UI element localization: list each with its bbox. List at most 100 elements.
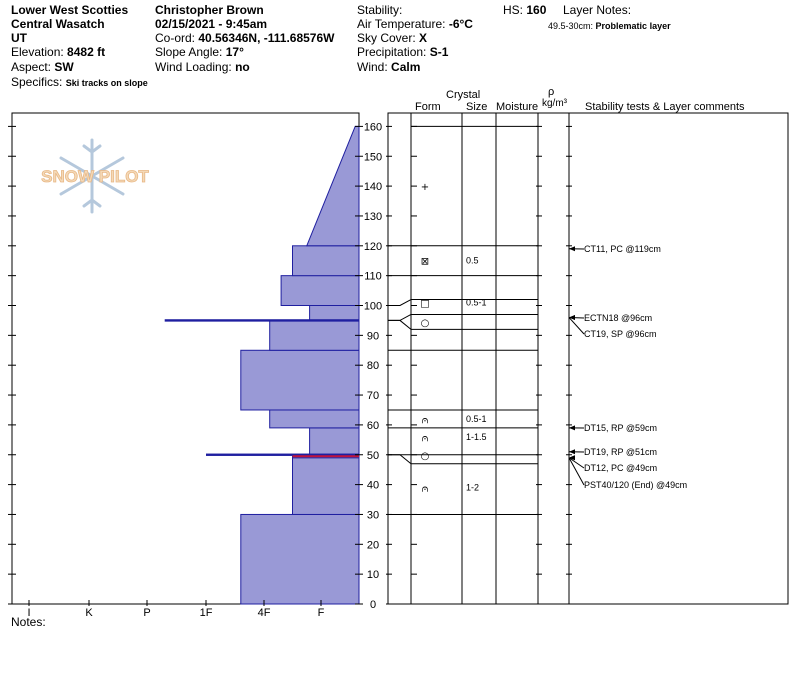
hardness-profile	[164, 125, 360, 605]
arrow-icon	[569, 425, 575, 431]
height-tick-label: 90	[367, 330, 379, 342]
grain-size-label: 0.5-1	[466, 414, 487, 424]
wind-loading: Wind Loading: no	[155, 60, 250, 74]
grain-form-symbol: ⩀	[422, 484, 429, 495]
height-tick-label: 150	[364, 151, 382, 163]
snow-height: HS: 160	[503, 3, 547, 17]
hardness-bar	[280, 275, 360, 306]
aspect: Aspect: SW	[11, 60, 74, 74]
grain-size-label: 0.5	[466, 256, 479, 266]
snowflake-icon	[59, 138, 125, 214]
stability-test-label: DT19, RP @51cm	[584, 447, 657, 457]
hardness-bar	[240, 513, 360, 605]
snowpilot-logo: SNOW PILOT	[41, 138, 150, 214]
layer-notes: 49.5-30cm: Problematic layer	[548, 21, 671, 31]
grain-form-symbol: +	[421, 182, 429, 193]
crystal-header: Crystal	[446, 89, 481, 101]
moisture-header: Moisture	[496, 101, 539, 113]
rho-header: ρ	[548, 86, 555, 98]
test-pointer	[568, 317, 585, 335]
height-tick-label: 120	[364, 241, 382, 253]
stability-test-label: CT11, PC @119cm	[584, 244, 661, 254]
grain-size-label: 1-2	[466, 483, 479, 493]
hardness-bar	[292, 245, 360, 277]
layer-connector	[388, 314, 412, 321]
hardness-tick-label: 4F	[258, 607, 271, 619]
stability-tests: CT11, PC @119cm ECTN18 @96cm CT19, SP @96c…	[568, 244, 687, 490]
hardness-bar	[240, 349, 360, 411]
height-tick-label: 60	[367, 420, 379, 432]
stability-test-label: ECTN18 @96cm	[584, 313, 652, 323]
stability-test-label: CT19, SP @96cm	[584, 329, 657, 339]
density-unit-header: kg/m³	[542, 98, 567, 109]
hardness-bar	[269, 319, 360, 351]
layer-connector	[388, 319, 412, 330]
grain-size-label: 1-1.5	[466, 432, 487, 442]
hardness-tick-label: I	[27, 607, 30, 619]
location-name: Lower West Scotties	[11, 3, 129, 17]
layer-table-frame	[387, 112, 789, 605]
stability-test-label: PST40/120 (End) @49cm	[584, 480, 687, 490]
air-temperature: Air Temperature: -6°C	[357, 17, 473, 31]
grain-form-symbol: ⩀	[422, 433, 429, 444]
height-tick-label: 50	[367, 450, 379, 462]
grain-column: + ⊠ 0.5 □ 0.5-1 ○ ⩀ 0.5-1 ⩀ 1-1.5 ○ ⩀ 1-2	[420, 182, 486, 494]
arrow-icon	[569, 455, 575, 461]
thin-layer-line	[206, 453, 359, 456]
hardness-tick-label: 1F	[200, 607, 213, 619]
observation-datetime: 02/15/2021 - 9:45am	[155, 17, 268, 31]
range-name: Central Wasatch	[11, 17, 105, 31]
test-pointer	[568, 457, 585, 469]
notes-label: Notes:	[11, 615, 46, 629]
logo-text: SNOW PILOT	[41, 167, 149, 186]
test-pointer	[568, 457, 585, 486]
stability: Stability:	[357, 3, 403, 17]
height-tick-label: 30	[367, 509, 379, 521]
grain-form-symbol: ⩀	[422, 415, 429, 426]
grain-size-label: 0.5-1	[466, 298, 487, 308]
sky-cover: Sky Cover: X	[357, 31, 428, 45]
thin-layer-line	[164, 319, 359, 322]
hardness-bar	[269, 409, 360, 429]
height-tick-label: 100	[364, 301, 382, 313]
layer-connector	[388, 299, 412, 306]
grain-form-symbol: ○	[421, 318, 430, 329]
grain-form-symbol: ○	[421, 451, 430, 462]
stability-test-label: DT15, RP @59cm	[584, 423, 657, 433]
coordinates: Co-ord: 40.56346N, -111.68576W	[155, 31, 335, 45]
hardness-bar	[292, 457, 360, 515]
height-tick-label: 130	[364, 211, 382, 223]
layer-connector	[388, 454, 412, 465]
grain-form-symbol: ⊠	[421, 257, 429, 268]
hardness-bar	[309, 427, 360, 456]
hardness-tick-label: P	[143, 607, 150, 619]
hardness-tick-label: F	[318, 607, 325, 619]
height-tick-label: 0	[370, 599, 376, 611]
height-tick-label: 20	[367, 539, 379, 551]
elevation: Elevation: 8482 ft	[11, 45, 106, 59]
stability-test-label: DT12, PC @49cm	[584, 463, 657, 473]
height-tick-label: 140	[364, 181, 382, 193]
layer-notes-label: Layer Notes:	[563, 3, 632, 17]
hardness-axis: I K P 1F 4F F	[27, 600, 325, 619]
stability-header: Stability tests & Layer comments	[585, 101, 745, 113]
layer-table	[388, 113, 570, 604]
height-tick-label: 70	[367, 390, 379, 402]
observer-name: Christopher Brown	[155, 3, 264, 17]
height-tick-label: 80	[367, 360, 379, 372]
precipitation: Precipitation: S-1	[357, 45, 449, 59]
hardness-bar	[306, 125, 360, 247]
arrow-icon	[569, 246, 575, 252]
state-name: UT	[11, 31, 27, 45]
arrow-icon	[569, 449, 575, 455]
specifics: Specifics: Ski tracks on slope	[11, 75, 148, 89]
grain-form-symbol: □	[420, 299, 429, 310]
slope-angle: Slope Angle: 17°	[155, 45, 244, 59]
wind: Wind: Calm	[357, 60, 421, 74]
form-header: Form	[415, 101, 441, 113]
height-tick-label: 10	[367, 569, 379, 581]
arrow-icon	[569, 314, 575, 320]
height-tick-label: 110	[364, 271, 382, 283]
hardness-tick-label: K	[85, 607, 93, 619]
